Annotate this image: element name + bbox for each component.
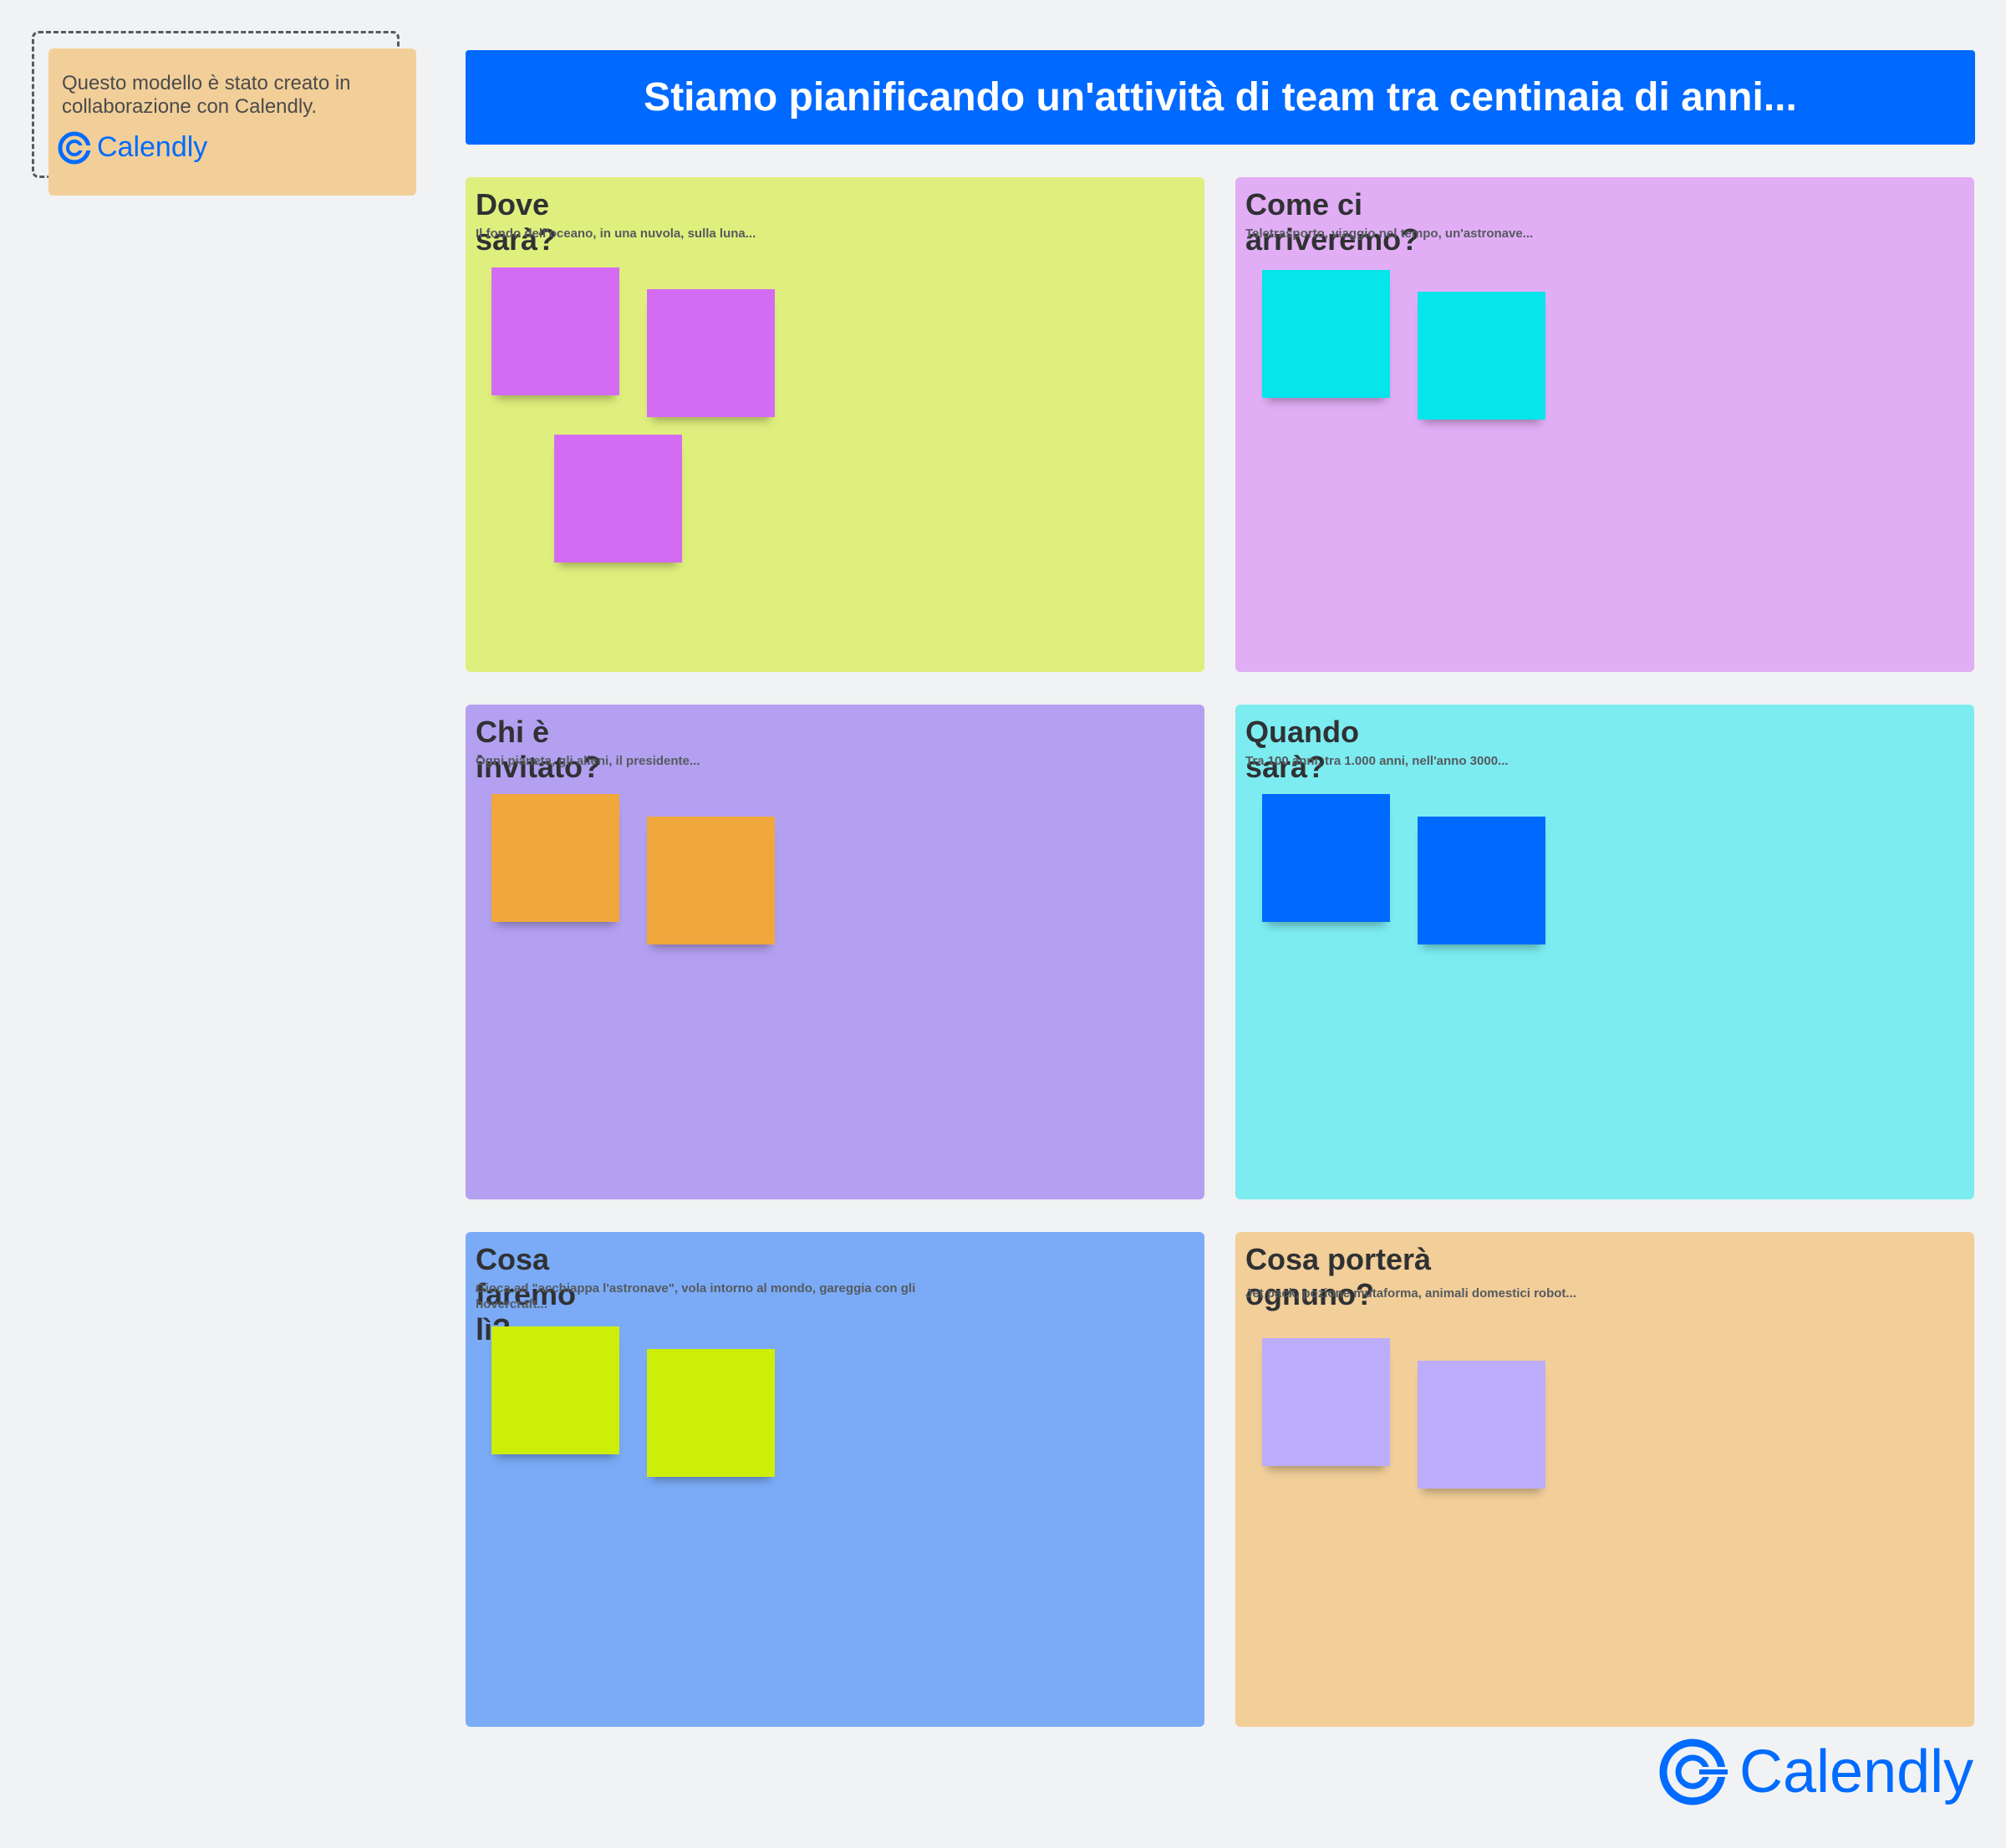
sticky-note[interactable] xyxy=(491,267,619,395)
frame-who[interactable]: Chi è invitato? Ogni pianeta, gli alieni… xyxy=(466,705,1204,1199)
frame-how[interactable]: Come ci arriveremo? Teletrasporto, viagg… xyxy=(1235,177,1974,672)
sticky-note[interactable] xyxy=(1418,292,1545,420)
calendly-wordmark: Calendly xyxy=(1739,1739,1973,1805)
frame-subtitle: Teletrasporto, viaggio nel tempo, un'ast… xyxy=(1245,227,1534,241)
calendly-icon xyxy=(1659,1739,1731,1805)
sticky-note[interactable] xyxy=(1262,794,1390,922)
frame-subtitle: Jet pack, pozione mutaforma, animali dom… xyxy=(1245,1286,1576,1301)
frame-title: Chi è invitato? xyxy=(476,715,601,784)
sticky-note[interactable] xyxy=(1418,817,1545,944)
frame-subtitle: Gioca ad "acchiappa l'astronave", vola i… xyxy=(476,1281,916,1311)
frame-subtitle: Tra 100 anni, tra 1.000 anni, nell'anno … xyxy=(1245,754,1509,768)
frame-subtitle: Il fondo dell'oceano, in una nuvola, sul… xyxy=(476,227,756,241)
frame-what[interactable]: Cosa faremo lì? Gioca ad "acchiappa l'as… xyxy=(466,1232,1204,1727)
sticky-note[interactable] xyxy=(554,435,682,563)
sticky-note[interactable] xyxy=(647,1349,775,1477)
frame-subtitle: Ogni pianeta, gli alieni, il presidente.… xyxy=(476,754,700,768)
calendly-icon xyxy=(58,131,94,165)
sticky-note[interactable] xyxy=(491,1326,619,1454)
frame-when[interactable]: Quando sarà? Tra 100 anni, tra 1.000 ann… xyxy=(1235,705,1974,1199)
credit-sticky-note[interactable] xyxy=(48,48,416,196)
sticky-note[interactable] xyxy=(1262,1338,1390,1466)
frame-bring[interactable]: Cosa porterà ognuno? Jet pack, pozione m… xyxy=(1235,1232,1974,1727)
frame-title: Quando sarà? xyxy=(1245,715,1359,784)
frame-title: Cosa porterà ognuno? xyxy=(1245,1242,1432,1311)
page-title: Stiamo pianificando un'attività di team … xyxy=(644,75,1797,120)
title-banner[interactable]: Stiamo pianificando un'attività di team … xyxy=(466,50,1975,145)
calendly-logo-large: Calendly xyxy=(1659,1739,1973,1805)
sticky-note[interactable] xyxy=(1262,270,1390,398)
frame-where[interactable]: Dove sarà? Il fondo dell'oceano, in una … xyxy=(466,177,1204,672)
calendly-logo-small: Calendly xyxy=(58,131,207,165)
sticky-note[interactable] xyxy=(647,817,775,944)
frame-title: Dove sarà? xyxy=(476,187,557,257)
credit-text: Questo modello è stato creato in collabo… xyxy=(62,72,351,118)
frame-title: Come ci arriveremo? xyxy=(1245,187,1420,257)
sticky-note[interactable] xyxy=(491,794,619,922)
sticky-note[interactable] xyxy=(1418,1361,1545,1489)
sticky-note[interactable] xyxy=(647,289,775,417)
calendly-wordmark: Calendly xyxy=(97,131,207,163)
